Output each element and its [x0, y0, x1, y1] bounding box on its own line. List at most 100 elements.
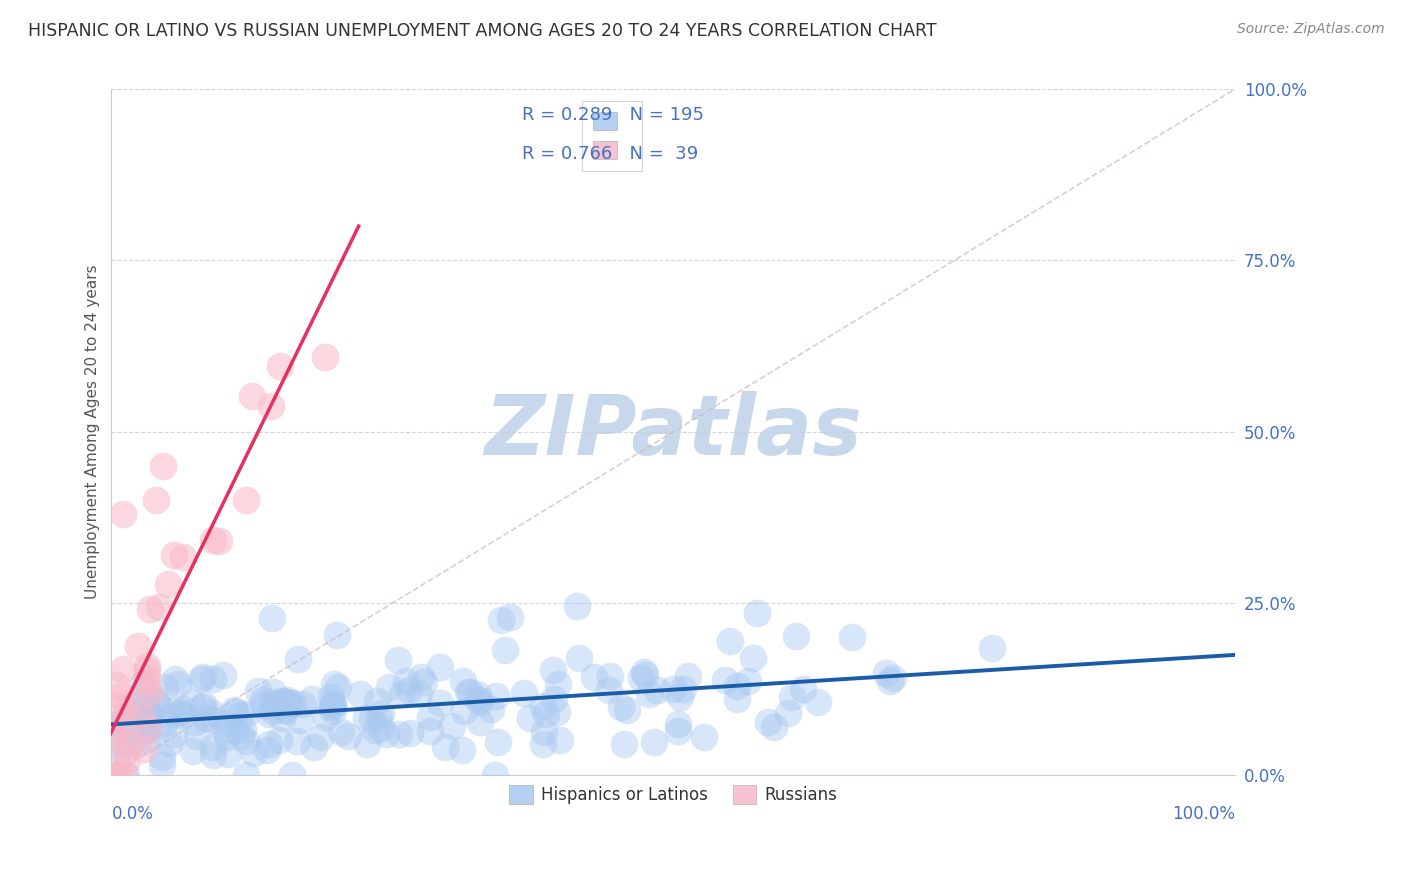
Point [163, 549, 186, 563]
Point [441, 719, 464, 733]
Point [364, 723, 387, 737]
Point [138, 716, 160, 731]
Point [479, 702, 502, 716]
Text: Source: ZipAtlas.com: Source: ZipAtlas.com [1237, 22, 1385, 37]
Point [451, 743, 474, 757]
Point [666, 717, 689, 731]
Point [785, 629, 807, 643]
Point [157, 576, 180, 591]
Point [127, 639, 149, 653]
Point [247, 684, 270, 698]
Point [114, 746, 136, 760]
Point [125, 737, 148, 751]
Point [190, 672, 212, 686]
Point [107, 716, 129, 731]
Point [981, 640, 1004, 655]
Point [519, 711, 541, 725]
Point [543, 663, 565, 677]
Point [136, 723, 159, 737]
Point [598, 682, 620, 697]
Point [108, 698, 131, 713]
Point [112, 507, 135, 521]
Point [225, 723, 247, 738]
Point [105, 767, 128, 781]
Point [693, 730, 716, 744]
Point [152, 750, 174, 764]
Point [457, 685, 479, 699]
Point [125, 694, 148, 708]
Point [105, 678, 128, 692]
Point [634, 668, 657, 682]
Point [568, 651, 591, 665]
Point [202, 713, 225, 727]
Point [484, 767, 506, 781]
Point [103, 730, 125, 744]
Point [349, 687, 371, 701]
Point [138, 707, 160, 722]
Point [326, 680, 349, 694]
Point [366, 694, 388, 708]
Text: R = 0.766   N =  39: R = 0.766 N = 39 [522, 145, 697, 163]
Point [285, 734, 308, 748]
Point [166, 676, 188, 690]
Point [157, 736, 180, 750]
Point [159, 708, 181, 723]
Legend: Hispanics or Latinos, Russians: Hispanics or Latinos, Russians [503, 779, 844, 811]
Point [262, 685, 284, 699]
Point [643, 735, 665, 749]
Point [292, 697, 315, 711]
Point [468, 693, 491, 707]
Point [638, 686, 661, 700]
Point [214, 722, 236, 736]
Point [370, 706, 392, 721]
Point [235, 734, 257, 748]
Point [747, 607, 769, 621]
Point [139, 686, 162, 700]
Point [257, 706, 280, 721]
Point [131, 708, 153, 723]
Point [278, 698, 301, 712]
Point [169, 706, 191, 720]
Point [411, 670, 433, 684]
Point [120, 723, 142, 738]
Point [231, 706, 253, 721]
Point [756, 715, 779, 730]
Point [224, 705, 246, 719]
Point [322, 676, 344, 690]
Point [413, 675, 436, 690]
Point [152, 716, 174, 731]
Point [453, 704, 475, 718]
Point [512, 686, 534, 700]
Point [240, 389, 263, 403]
Point [252, 693, 274, 707]
Point [105, 750, 128, 764]
Point [281, 696, 304, 710]
Point [633, 665, 655, 679]
Point [110, 690, 132, 704]
Point [134, 741, 156, 756]
Point [132, 677, 155, 691]
Point [262, 697, 284, 711]
Point [269, 359, 291, 373]
Point [531, 737, 554, 751]
Point [666, 723, 689, 738]
Text: 0.0%: 0.0% [111, 805, 153, 823]
Point [195, 711, 218, 725]
Point [136, 731, 159, 746]
Point [243, 746, 266, 760]
Point [138, 708, 160, 723]
Point [391, 688, 413, 702]
Y-axis label: Unemployment Among Ages 20 to 24 years: Unemployment Among Ages 20 to 24 years [86, 264, 100, 599]
Point [489, 614, 512, 628]
Point [322, 698, 344, 712]
Point [101, 722, 124, 736]
Point [485, 689, 508, 703]
Point [276, 693, 298, 707]
Point [260, 610, 283, 624]
Point [630, 671, 652, 685]
Point [737, 673, 759, 688]
Point [103, 723, 125, 738]
Point [583, 670, 606, 684]
Point [434, 740, 457, 755]
Point [146, 697, 169, 711]
